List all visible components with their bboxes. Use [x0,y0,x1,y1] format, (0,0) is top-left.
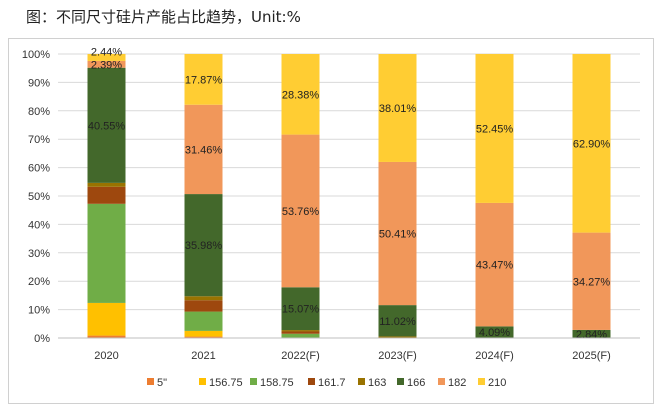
bar-segment [281,54,320,135]
y-tick-label: 40% [28,219,50,231]
y-tick-label: 10% [28,305,50,317]
legend-label: 163 [368,377,386,389]
bar-segment [475,202,514,327]
legend-swatch [358,378,365,385]
y-tick-label: 100% [22,49,50,61]
x-tick-label: 2020 [94,350,118,362]
legend-label: 161.7 [318,377,346,389]
bar-segment [281,330,320,332]
data-label: 53.76% [282,206,320,218]
y-tick-label: 20% [28,276,50,288]
legend-label: 5" [157,377,167,389]
legend-swatch [397,378,404,385]
bar-segment [87,302,126,336]
bar-segment [87,182,126,187]
legend-swatch [478,378,485,385]
y-tick-label: 70% [28,134,50,146]
data-label: 31.46% [185,144,223,156]
bar-segment [281,331,320,334]
bar-segment [87,54,126,61]
bar-segment [184,53,223,105]
legend-label: 182 [448,377,466,389]
bar-segment [184,296,223,301]
bar-segment [378,305,417,337]
data-label: 28.38% [282,89,320,101]
legend-swatch [250,378,257,385]
bar-segment [281,333,320,338]
bar-segment [281,287,320,331]
data-label: 34.27% [573,276,611,288]
data-label: 35.98% [185,240,223,252]
bar-segment [184,194,223,297]
bar-segment [378,336,417,338]
y-tick-label: 0% [34,333,50,345]
legend-label: 156.75 [209,377,243,389]
chart-frame [8,38,654,404]
legend-label: 158.75 [260,377,294,389]
legend-swatch [308,378,315,385]
data-label: 17.87% [185,74,223,86]
data-label: 2.39% [91,59,122,71]
bar-segment [281,134,320,288]
data-label: 40.55% [88,120,126,132]
data-label: 2.84% [576,329,607,341]
data-label: 11.02% [379,316,416,328]
legend-swatch [147,378,154,385]
data-label: 38.01% [379,103,417,115]
y-tick-label: 50% [28,191,50,203]
x-tick-label: 2022(F) [281,350,320,362]
bar-segment [87,60,126,68]
bar-segment [378,54,417,162]
bar-segment [475,53,514,203]
bar-segment [87,186,126,204]
bar-segment [378,161,417,306]
x-tick-label: 2021 [191,350,215,362]
legend-label: 210 [488,377,506,389]
bar-segment [87,67,126,183]
bar-segment [572,53,611,233]
x-tick-label: 2025(F) [572,350,611,362]
bar-segment [572,329,611,338]
y-tick-label: 80% [28,106,50,118]
legend-swatch [199,378,206,385]
bar-segment [184,336,223,338]
data-label: 4.09% [479,327,510,339]
bar-segment [87,203,126,303]
data-label: 43.47% [476,260,514,272]
y-tick-label: 60% [28,163,50,175]
chart-title: 图：不同尺寸硅片产能占比趋势，Unit:% [26,8,301,26]
bar-segment [184,300,223,312]
x-tick-label: 2024(F) [475,350,514,362]
bar-segment [87,335,126,338]
bar-segment [184,330,223,337]
bar-segment [475,326,514,338]
y-tick-label: 90% [28,77,50,89]
bar-segment [572,232,611,330]
bar-segment [184,311,223,331]
data-label: 2.44% [91,46,122,58]
bar-segment [184,104,223,195]
data-label: 62.90% [573,138,611,150]
data-label: 15.07% [282,304,320,316]
y-tick-label: 30% [28,248,50,260]
legend-label: 166 [407,377,425,389]
data-label: 50.41% [379,229,417,241]
x-tick-label: 2023(F) [378,350,417,362]
legend-swatch [438,378,445,385]
data-label: 52.45% [476,123,514,135]
